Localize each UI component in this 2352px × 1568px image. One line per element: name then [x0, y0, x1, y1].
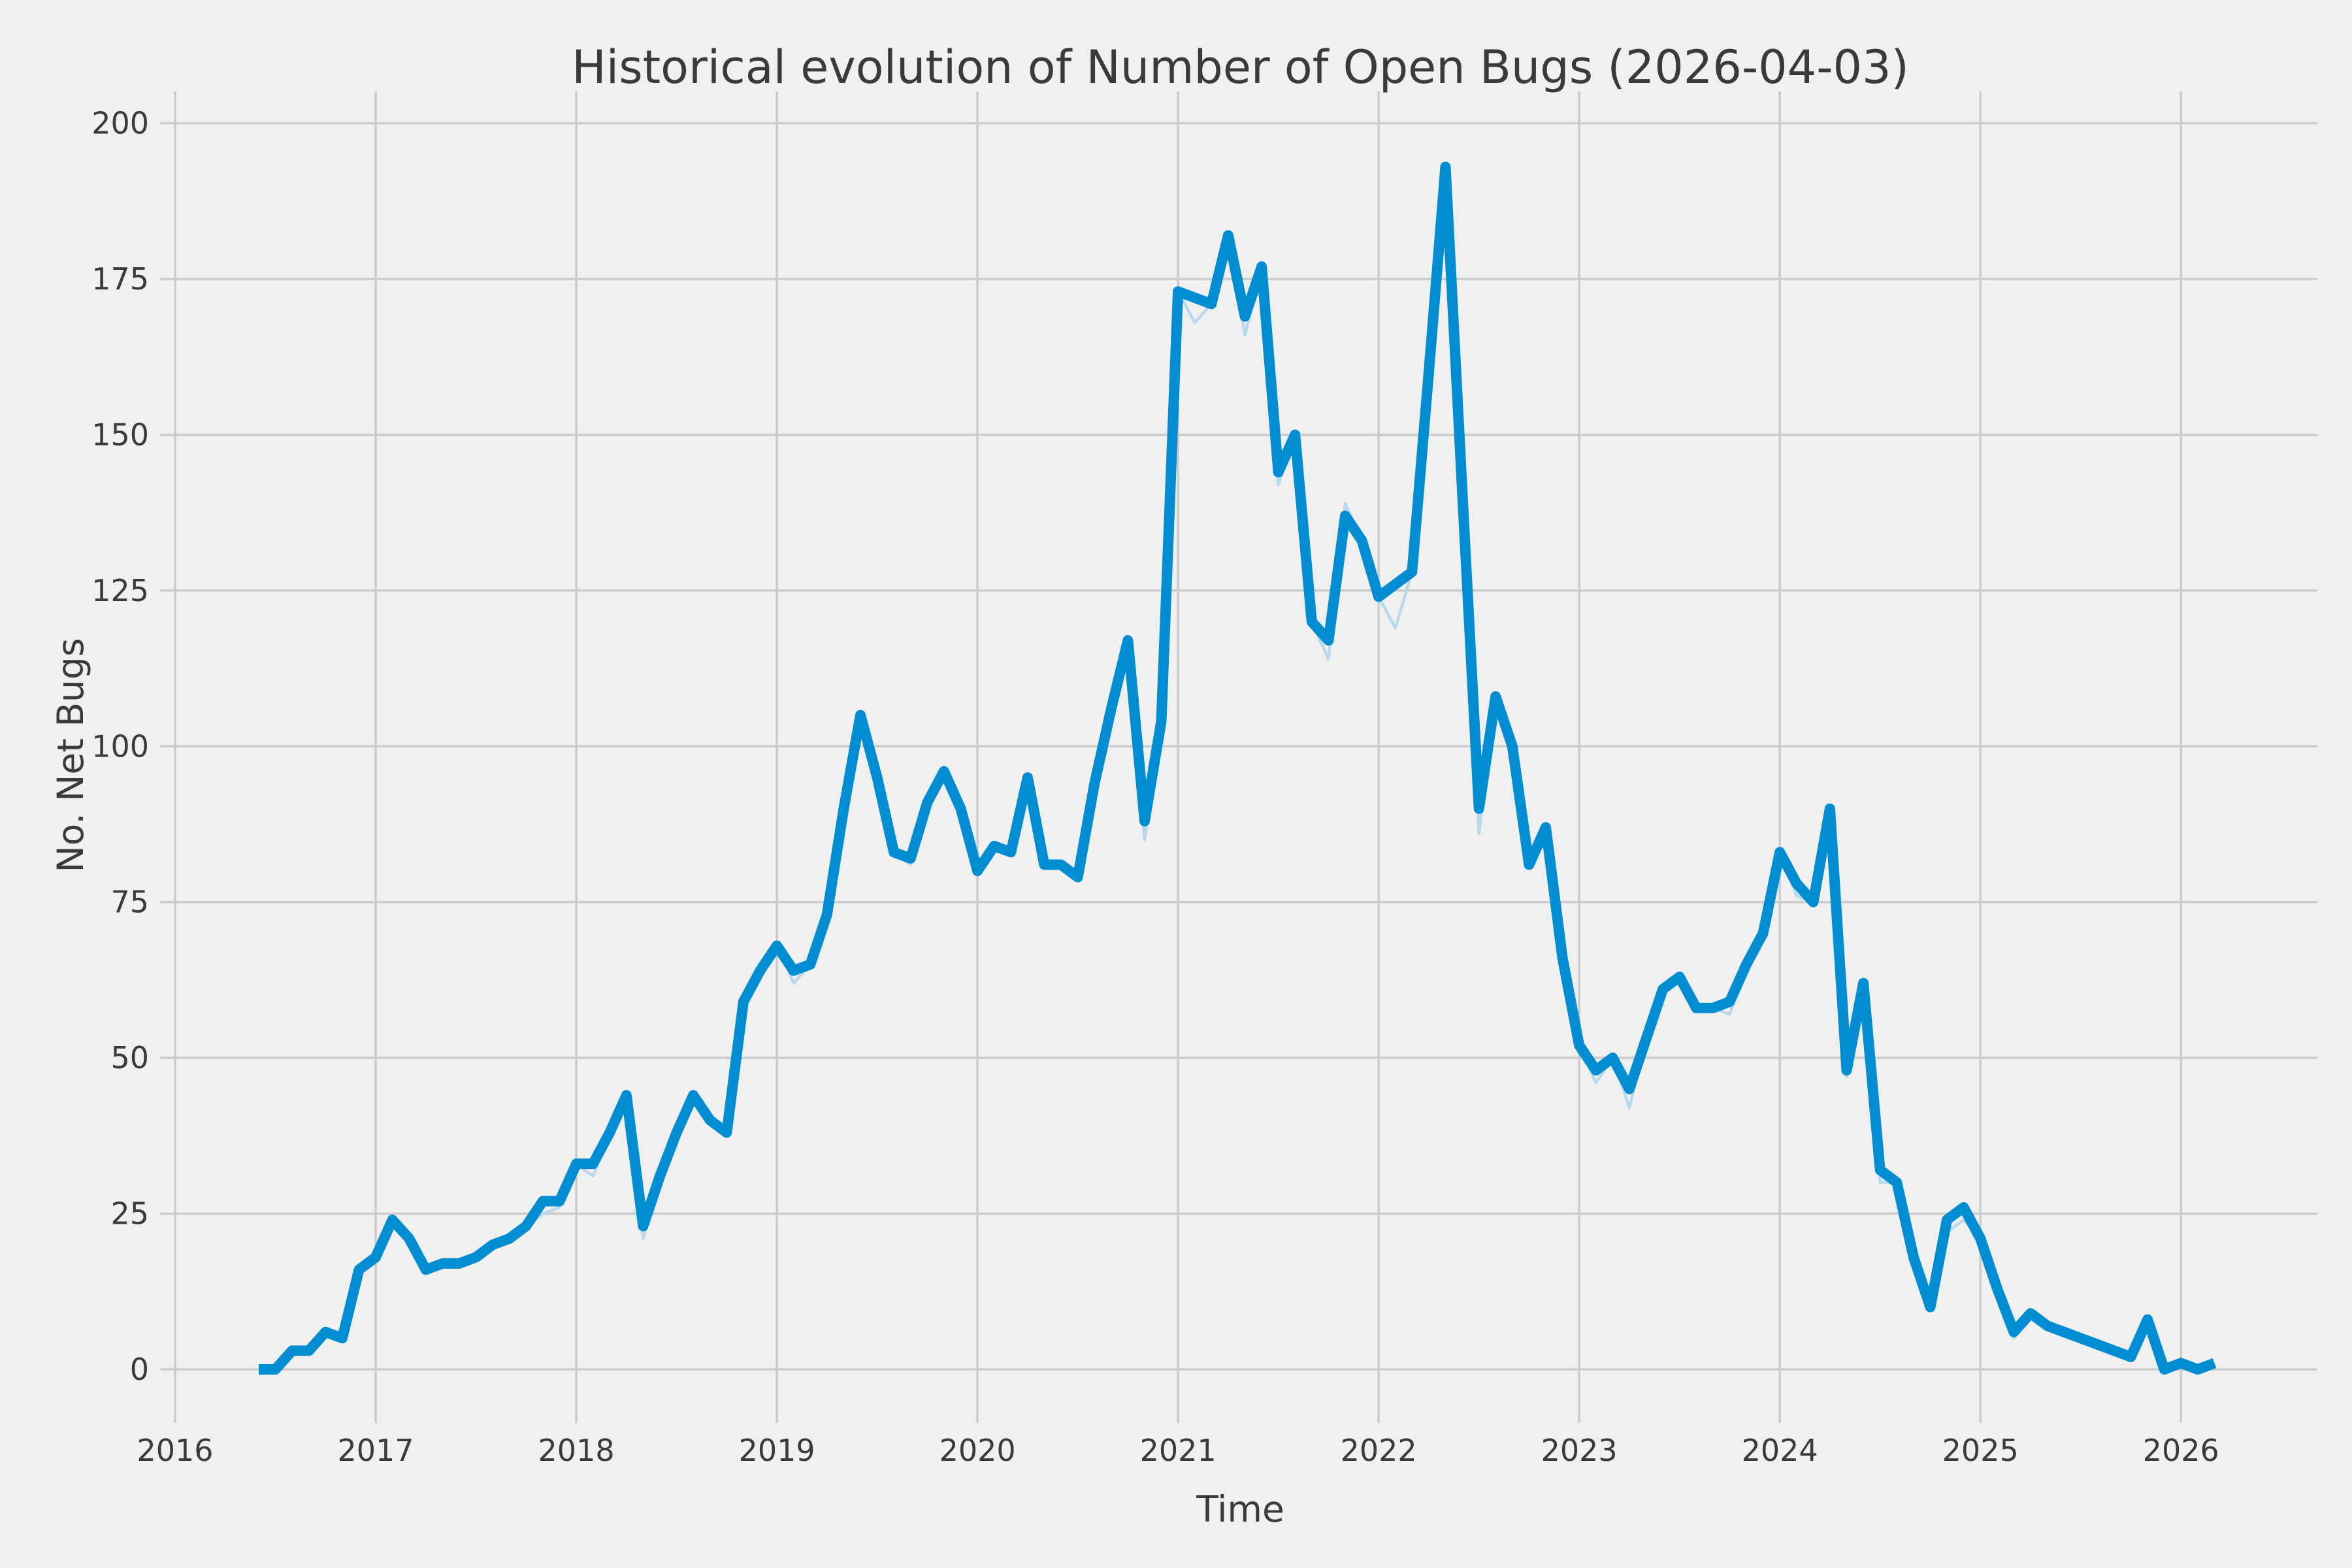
- x-tick-label: 2026: [2143, 1433, 2219, 1468]
- y-tick-label: 200: [91, 106, 149, 141]
- y-tick-label: 100: [91, 728, 149, 764]
- x-tick-label: 2018: [538, 1433, 615, 1468]
- x-tick-label: 2025: [1942, 1433, 2019, 1468]
- y-tick-label: 125: [91, 573, 149, 608]
- x-tick-label: 2024: [1742, 1433, 1818, 1468]
- x-tick-label: 2016: [137, 1433, 213, 1468]
- chart-title: Historical evolution of Number of Open B…: [572, 41, 1909, 94]
- y-tick-label: 0: [130, 1352, 149, 1387]
- y-tick-label: 175: [91, 261, 149, 297]
- x-tick-labels: 2016 2017 2018 2019 2020 2021 2022 2023 2024 2025…: [137, 1433, 2219, 1468]
- grid: [160, 91, 2317, 1423]
- x-tick-label: 2021: [1140, 1433, 1217, 1468]
- x-tick-label: 2020: [939, 1433, 1016, 1468]
- x-tick-label: 2017: [338, 1433, 414, 1468]
- x-tick-label: 2022: [1341, 1433, 1417, 1468]
- x-tick-label: 2023: [1541, 1433, 1618, 1468]
- y-tick-label: 75: [110, 885, 149, 920]
- series-open-bugs-monthly: [259, 161, 2217, 1375]
- y-tick-label: 150: [91, 417, 149, 452]
- y-axis-label: No. Net Bugs: [50, 638, 91, 873]
- y-tick-label: 50: [110, 1040, 149, 1075]
- y-tick-labels: 0 25 50 75 100 125 150 175 200: [91, 106, 149, 1387]
- y-tick-label: 25: [110, 1196, 149, 1232]
- series-open-bugs-raw-shadow: [259, 165, 2215, 1371]
- x-axis-label: Time: [1196, 1488, 1284, 1530]
- x-tick-label: 2019: [739, 1433, 815, 1468]
